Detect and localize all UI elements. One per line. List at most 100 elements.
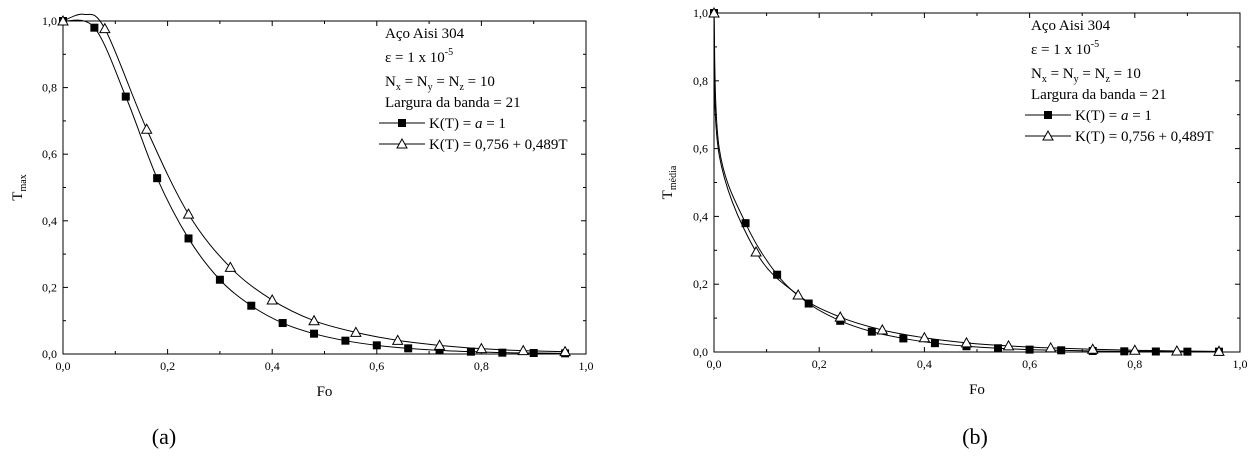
legend-label-text: K(T) = (1075, 108, 1121, 124)
data-point-2 (182, 208, 195, 219)
annotation-epsilon: ε = 1 x 10-5 (385, 47, 453, 66)
annotation-epsilon-main: ε = 1 x 10 (1031, 42, 1091, 58)
data-point-2 (1171, 344, 1183, 356)
data-point-2 (1128, 344, 1141, 355)
data-point-2 (834, 311, 847, 322)
data-point-1 (773, 270, 782, 279)
y-axis-label: Tmédia (660, 165, 679, 199)
x-tick-label: 0,4 (265, 359, 280, 373)
data-point-1 (529, 349, 538, 358)
series-line-2 (713, 12, 1219, 352)
y-tick-label: 0,0 (42, 347, 57, 361)
annotation-grid-sub-x: x (396, 82, 401, 93)
data-point-1 (278, 319, 287, 328)
annotation-grid-n: N (385, 74, 396, 90)
data-point-2 (433, 339, 446, 350)
x-tick-label: 0,8 (474, 359, 489, 373)
plot-frame (62, 20, 587, 355)
data-point-1 (247, 301, 256, 310)
data-point-1 (804, 299, 813, 308)
chart-panel-b: 0,0 0,2 0,4 0,6 0,8 1,0 0,0 0,2 0,4 0,6 0,8 1,0 Fo Tm… (660, 6, 1248, 398)
data-point-2 (960, 336, 973, 348)
data-point-1 (1025, 345, 1034, 354)
legend-label-2: K(T) = 0,756 + 0,489T (429, 137, 568, 153)
data-point-1 (1120, 347, 1129, 356)
x-tick-label: 0,2 (160, 359, 175, 373)
legend-marker-1 (398, 119, 406, 127)
y-axis-label-main: T (660, 190, 676, 199)
annotation-material: Aço Aisi 304 (1031, 18, 1111, 34)
legend-label-text: K(T) = 0,756 + 0,489T (429, 137, 568, 153)
data-point-1 (90, 23, 99, 32)
y-tick-label: 1,0 (693, 6, 708, 20)
data-point-2 (57, 14, 69, 26)
data-point-1 (1183, 347, 1192, 356)
data-point-1 (341, 336, 350, 345)
y-tick-label: 0,8 (42, 81, 57, 95)
annotation-grid-eq: = N (401, 74, 428, 90)
x-axis-label: Fo (317, 384, 333, 400)
x-axis-label: Fo (969, 382, 985, 398)
legend-label-text: = 1 (482, 116, 505, 132)
data-point-2 (224, 261, 237, 272)
data-point-2 (750, 245, 762, 257)
y-tick-label: 0,6 (42, 147, 57, 161)
annotation-grid-eq: = N (1079, 66, 1106, 82)
data-point-1 (310, 329, 319, 338)
x-tick-label: 0,6 (1022, 357, 1037, 371)
data-point-2 (792, 289, 805, 300)
data-point-1 (153, 174, 162, 183)
y-axis-label-subscript: média (668, 165, 679, 190)
annotation-grid-eq: = N (1047, 66, 1074, 82)
chart-panel-a: 0,0 0,2 0,4 0,6 0,8 1,0 0,0 0,2 0,4 0,6 0,8 1,0 Fo Tm… (10, 13, 594, 400)
y-tick-label: 0,4 (42, 214, 57, 228)
annotation-band-width: Largura da banda = 21 (1031, 87, 1167, 103)
annotation-epsilon-main: ε = 1 x 10 (385, 50, 445, 66)
data-point-2 (391, 334, 404, 345)
plot-frame (713, 12, 1241, 353)
x-tick-label: 1,0 (1233, 357, 1248, 371)
data-point-2 (708, 6, 720, 18)
data-point-2 (1086, 343, 1099, 354)
x-tick-label: 0,8 (1127, 357, 1142, 371)
data-point-2 (517, 344, 530, 356)
legend-label-text: = 1 (1128, 108, 1151, 124)
data-point-1 (994, 344, 1003, 353)
panel-caption-a: (a) (152, 424, 176, 449)
data-point-1 (899, 334, 908, 343)
y-tick-label: 0,4 (693, 209, 708, 223)
data-point-1 (121, 92, 130, 101)
annotation-epsilon-exponent: -5 (1091, 39, 1099, 50)
annotation-grid-value: = 10 (464, 74, 495, 90)
y-tick-label: 0,6 (693, 142, 708, 156)
legend-label-1: K(T) = a = 1 (1075, 108, 1152, 124)
data-point-1 (435, 346, 444, 355)
y-axis-label: Tmax (10, 174, 29, 200)
data-point-1 (372, 341, 381, 350)
annotation-material: Aço Aisi 304 (385, 26, 465, 42)
data-point-2 (1213, 345, 1225, 356)
data-point-2 (876, 323, 889, 335)
series-line-2 (62, 13, 566, 353)
data-point-1 (1057, 346, 1066, 355)
data-point-2 (1044, 341, 1057, 353)
y-axis-label-main: T (10, 192, 26, 201)
annotation-grid: Nx = Ny = Nz = 10 (1031, 66, 1141, 85)
data-point-1 (184, 234, 193, 243)
legend-label-1: K(T) = a = 1 (429, 116, 506, 132)
y-tick-label: 0,0 (693, 345, 708, 359)
legend-label-2: K(T) = 0,756 + 0,489T (1075, 129, 1214, 145)
series-line-1 (62, 19, 566, 354)
y-tick-label: 1,0 (42, 14, 57, 28)
data-point-2 (140, 123, 153, 134)
series-line-1 (713, 12, 1219, 353)
data-point-1 (741, 219, 750, 228)
data-point-1 (215, 275, 224, 284)
legend-label-italic: a (475, 116, 483, 132)
data-point-2 (918, 331, 931, 343)
annotation-grid-sub-y: y (1074, 74, 1079, 85)
legend-marker-2 (1042, 129, 1054, 141)
x-tick-label: 0,4 (917, 357, 932, 371)
legend-marker-2 (396, 137, 408, 149)
